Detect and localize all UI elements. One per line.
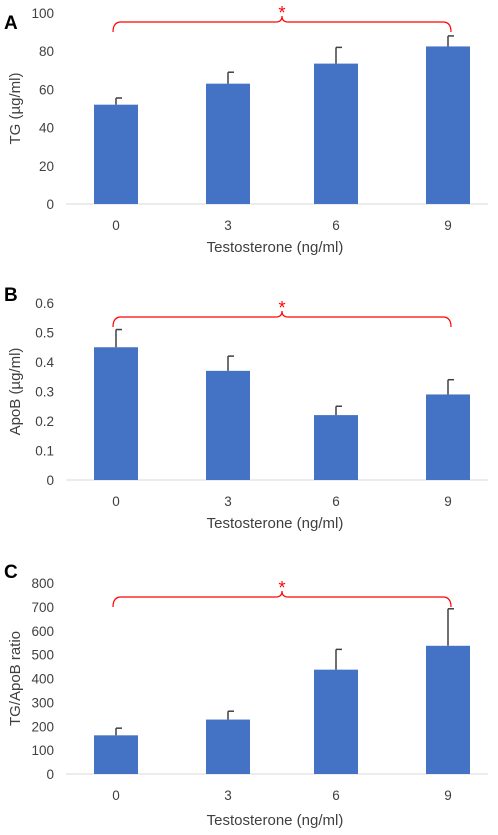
chart-panel-a: A 0 20 40 60 80 100 0 3 6 9 Testosterone (ng/ml) TG … — [4, 3, 488, 256]
significance-star: * — [278, 578, 285, 598]
x-tick-label: 6 — [332, 788, 340, 803]
y-tick-label: 20 — [39, 159, 54, 174]
x-tick-label: 3 — [224, 494, 232, 509]
panel-letter: C — [4, 562, 18, 583]
bar-0 — [94, 347, 138, 480]
significance-bracket — [112, 310, 452, 328]
bar-3 — [206, 83, 250, 204]
bar-9 — [426, 645, 470, 774]
bar-6 — [314, 415, 358, 480]
chart-panel-c: C 0 100 200 300 400 500 600 700 800 0 3 6 9 Testostero… — [4, 562, 488, 829]
x-tick-label: 9 — [444, 494, 452, 509]
x-axis-title: Testosterone (ng/ml) — [207, 812, 344, 829]
y-tick-label: 0.4 — [35, 355, 54, 370]
y-tick-label: 80 — [39, 44, 54, 59]
x-axis-title: Testosterone (ng/ml) — [207, 239, 344, 256]
bar-6 — [314, 63, 358, 204]
x-tick-label: 0 — [112, 494, 120, 509]
y-tick-label: 0.2 — [35, 414, 54, 429]
x-tick-label: 3 — [224, 788, 232, 803]
y-tick-label: 0 — [46, 473, 54, 488]
y-axis-title: ApoB (µg/ml) — [7, 348, 24, 436]
y-tick-label: 300 — [31, 695, 54, 710]
y-tick-label: 0.6 — [35, 296, 54, 311]
y-tick-label: 0 — [46, 197, 54, 212]
significance-star: * — [278, 298, 285, 318]
bar-0 — [94, 104, 138, 204]
y-tick-label: 40 — [39, 121, 54, 136]
x-tick-label: 0 — [112, 788, 120, 803]
bar-3 — [206, 719, 250, 774]
y-tick-label: 100 — [31, 6, 54, 21]
y-tick-label: 700 — [31, 600, 54, 615]
y-tick-label: 0.5 — [35, 326, 54, 341]
bar-9 — [426, 46, 470, 204]
x-tick-label: 3 — [224, 218, 232, 233]
y-tick-label: 800 — [31, 576, 54, 591]
bar-9 — [426, 394, 470, 480]
y-tick-label: 0.1 — [35, 444, 54, 459]
y-tick-label: 0 — [46, 767, 54, 782]
significance-star: * — [278, 3, 285, 23]
x-axis-title: Testosterone (ng/ml) — [207, 515, 344, 532]
chart-panel-b: B 0 0.1 0.2 0.3 0.4 0.5 0.6 0 3 6 9 Testosterone (ng… — [4, 285, 488, 532]
bar-0 — [94, 735, 138, 774]
y-tick-label: 600 — [31, 624, 54, 639]
y-axis-title: TG (µg/ml) — [7, 73, 24, 145]
bar-3 — [206, 370, 250, 480]
y-tick-label: 500 — [31, 648, 54, 663]
x-tick-label: 9 — [444, 218, 452, 233]
y-tick-label: 200 — [31, 719, 54, 734]
y-axis-title: TG/ApoB ratio — [7, 631, 24, 726]
y-tick-label: 60 — [39, 82, 54, 97]
significance-bracket — [112, 15, 452, 33]
y-tick-label: 0.3 — [35, 385, 54, 400]
x-tick-label: 9 — [444, 788, 452, 803]
panel-letter: B — [4, 285, 18, 306]
x-tick-label: 6 — [332, 218, 340, 233]
panel-letter: A — [4, 13, 18, 34]
x-tick-label: 6 — [332, 494, 340, 509]
y-tick-label: 400 — [31, 672, 54, 687]
bar-6 — [314, 669, 358, 774]
x-tick-label: 0 — [112, 218, 120, 233]
y-tick-label: 100 — [31, 743, 54, 758]
significance-bracket — [112, 590, 452, 608]
